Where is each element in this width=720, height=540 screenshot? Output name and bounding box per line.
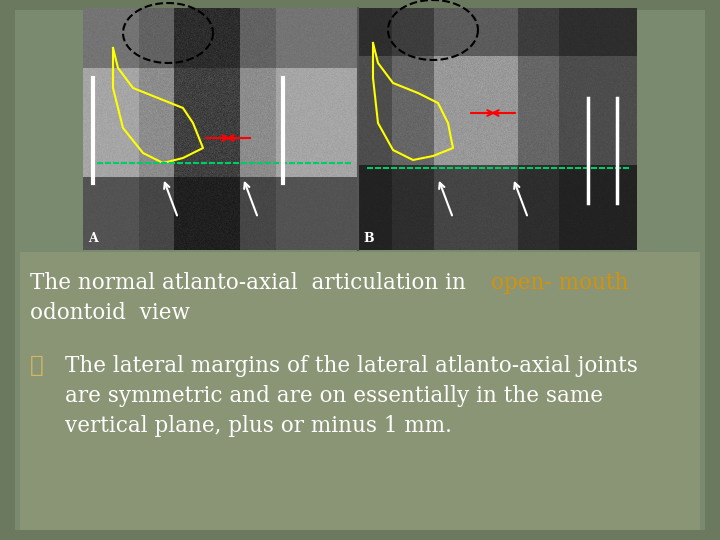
Bar (20, 252, 700, 530)
Text: The normal atlanto-axial  articulation in: The normal atlanto-axial articulation in (30, 272, 473, 294)
Text: ✓: ✓ (30, 355, 44, 377)
Text: open- mouth: open- mouth (491, 272, 629, 294)
Text: are symmetric and are on essentially in the same: are symmetric and are on essentially in … (65, 385, 603, 407)
Text: vertical plane, plus or minus 1 mm.: vertical plane, plus or minus 1 mm. (65, 415, 452, 437)
Text: A: A (88, 232, 98, 245)
Bar (83, 8, 358, 250)
Text: B: B (363, 232, 374, 245)
Text: odontoid  view: odontoid view (30, 302, 190, 324)
Text: The lateral margins of the lateral atlanto-axial joints: The lateral margins of the lateral atlan… (65, 355, 638, 377)
Bar (358, 8, 637, 250)
